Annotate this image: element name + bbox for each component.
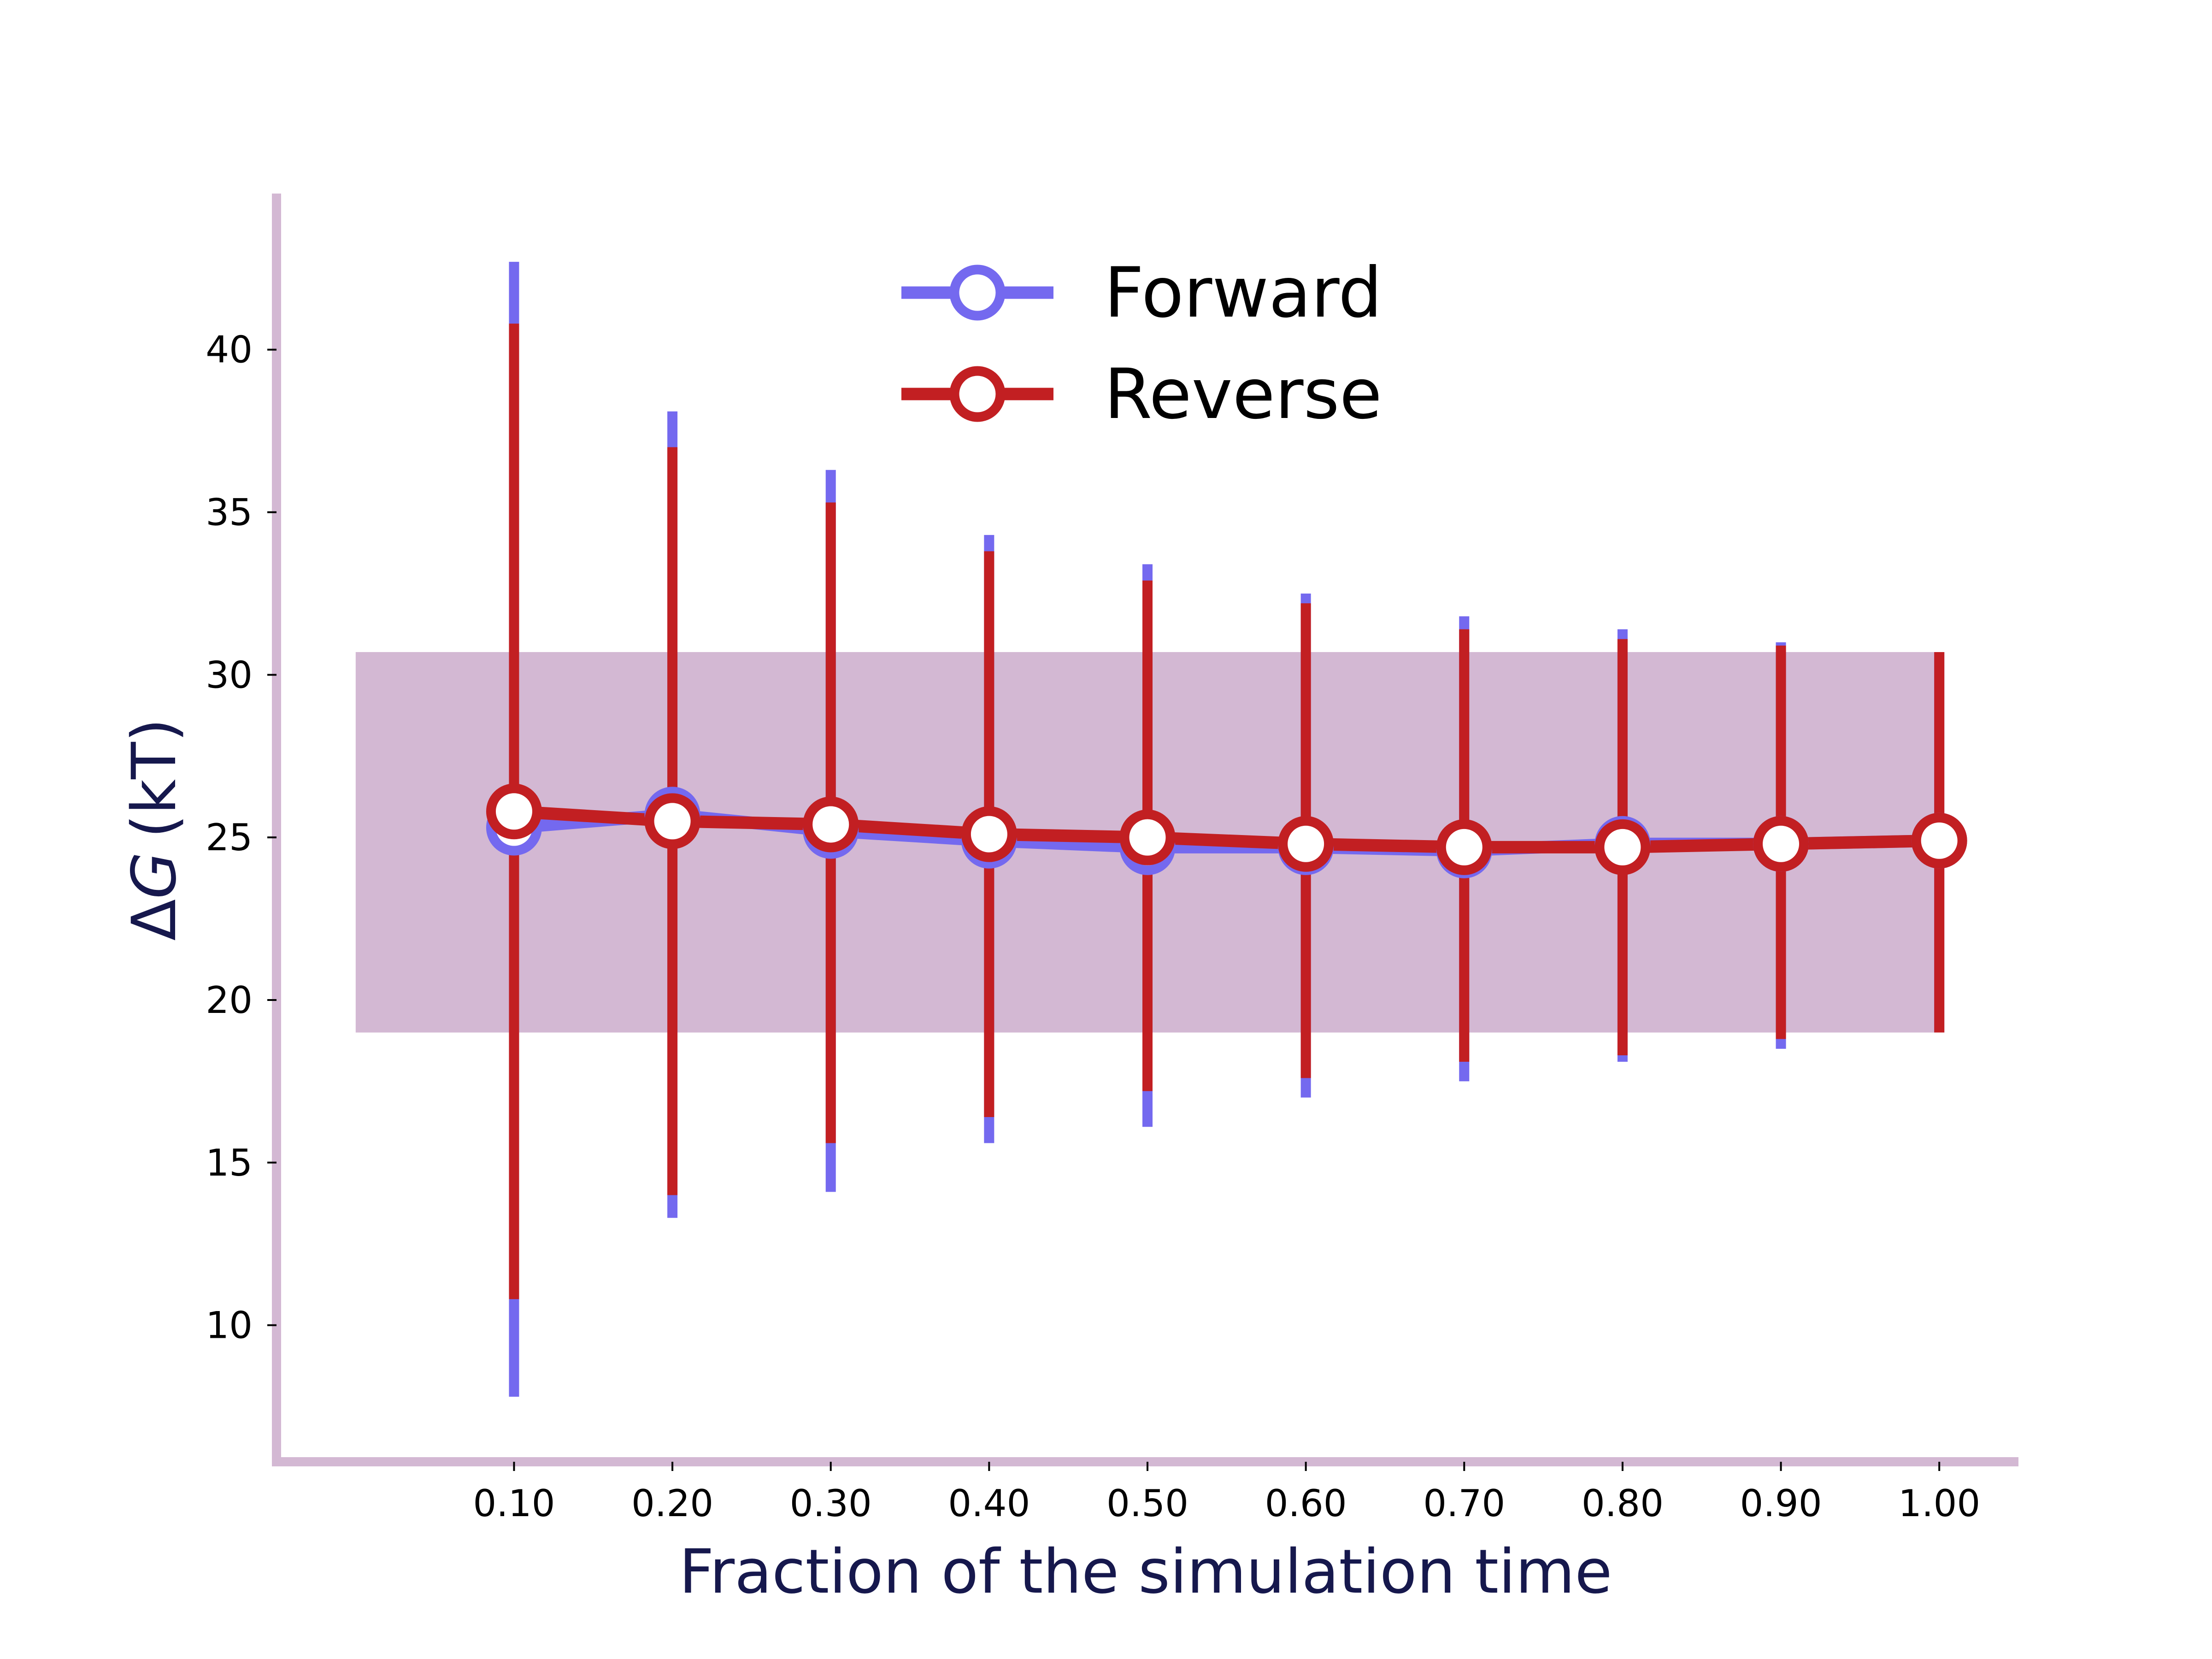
- data-point-reverse: [961, 806, 1017, 862]
- legend: Forward Reverse: [901, 253, 1382, 435]
- y-axis-symbol: G: [119, 852, 190, 899]
- data-point-reverse: [1594, 819, 1651, 875]
- data-point-reverse: [486, 783, 542, 840]
- y-tick-label: 20: [206, 979, 253, 1022]
- y-tick-label: 30: [206, 653, 253, 696]
- ticks: 0.10 0.20 0.30 0.40 0.50 0.60 0.70 0.80 0.90 1.00…: [206, 329, 1980, 1525]
- series-line-reverse: [513, 805, 1940, 853]
- data-point-reverse: [1436, 819, 1492, 875]
- series-lines: [513, 805, 1940, 857]
- x-tick-label: 0.60: [1265, 1482, 1347, 1525]
- data-point-reverse: [1119, 809, 1176, 865]
- y-axis-unit: (kT): [119, 718, 190, 838]
- series-markers: [486, 783, 1967, 878]
- data-point-reverse: [1911, 812, 1967, 869]
- y-tick-label: 35: [206, 491, 253, 534]
- x-axis-title: Fraction of the simulation time: [679, 1536, 1612, 1607]
- legend-marker-reverse: [949, 366, 1006, 422]
- x-tick-label: 0.80: [1582, 1482, 1664, 1525]
- x-tick-label: 0.90: [1740, 1482, 1822, 1525]
- y-tick-label: 10: [206, 1304, 253, 1347]
- legend-marker-forward: [949, 265, 1006, 321]
- data-point-reverse: [644, 793, 700, 849]
- y-tick-label: 40: [206, 329, 253, 371]
- axes: [272, 194, 2018, 1466]
- x-tick-label: 0.40: [948, 1482, 1030, 1525]
- data-point-reverse: [803, 796, 859, 853]
- x-tick-label: 0.30: [790, 1482, 872, 1525]
- x-tick-label: 0.70: [1423, 1482, 1505, 1525]
- y-axis-delta: Δ: [119, 899, 190, 941]
- data-point-reverse: [1278, 816, 1334, 872]
- x-tick-label: 0.10: [473, 1482, 555, 1525]
- legend-label-reverse: Reverse: [1104, 354, 1382, 435]
- x-tick-label: 0.20: [631, 1482, 713, 1525]
- x-tick-label: 0.50: [1106, 1482, 1188, 1525]
- y-tick-label: 15: [206, 1141, 253, 1184]
- data-point-reverse: [1753, 816, 1809, 872]
- y-axis-title: ΔG (kT): [119, 718, 190, 941]
- legend-label-forward: Forward: [1104, 253, 1382, 333]
- y-tick-label: 25: [206, 816, 253, 859]
- x-tick-label: 1.00: [1898, 1482, 1980, 1525]
